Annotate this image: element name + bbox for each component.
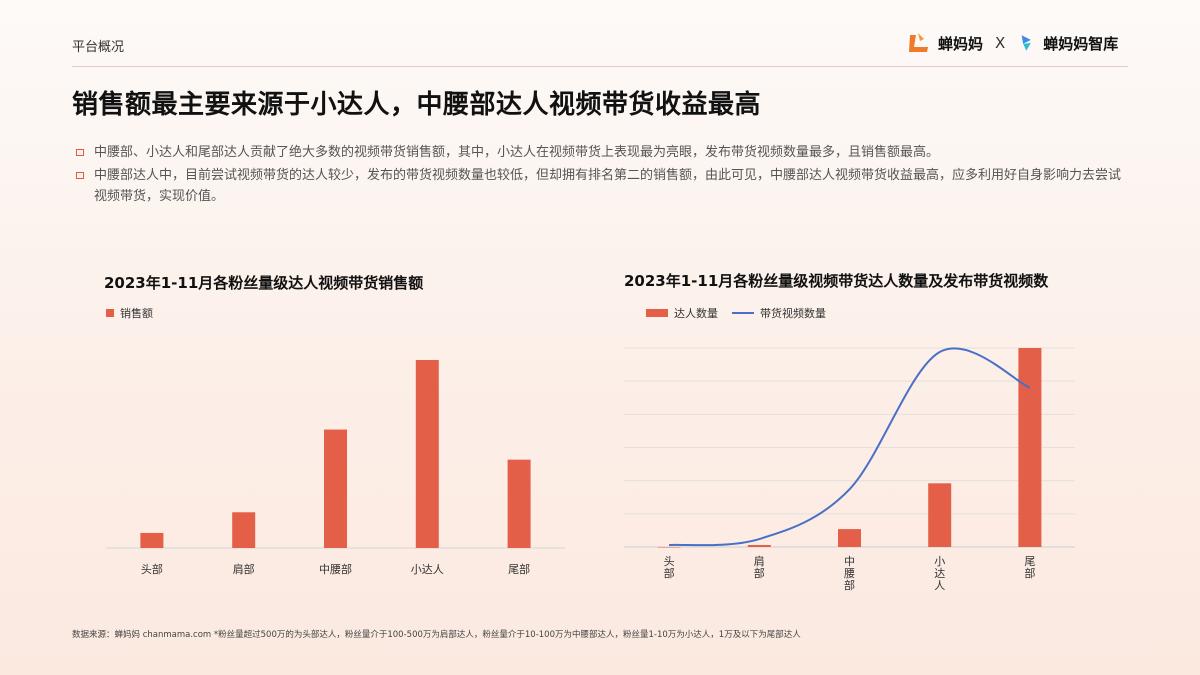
bullet-item: 中腰部达人中，目前尝试视频带货的达人较少，发布的带货视频数量也较低，但却拥有排名… [76,165,1126,207]
zhiku-logo-icon [1021,35,1032,51]
sales-bar [232,512,256,548]
chart1-legend: 销售额 [106,305,153,321]
x-tick-label: 中腰部 [844,555,855,592]
x-tick-label: 尾部 [508,562,530,576]
influencer-count-bar [747,545,771,547]
chanmama-logo-icon [909,33,928,52]
bullet-square-icon [76,172,84,179]
legend-label-influencers: 达人数量 [674,307,718,320]
x-tick-label: 肩部 [233,562,255,576]
sales-bar [140,532,164,548]
x-tick-label: 尾部 [1024,555,1035,580]
page-title: 销售额最主要来源于小达人，中腰部达人视频带货收益最高 [72,90,762,120]
x-tick-label: 中腰部 [319,562,352,576]
sales-bar-chart: 头部 肩部 中腰部 小达人 尾部 [106,360,565,576]
influencer-combo-chart: 头部 肩部 中腰部 小达人 尾部 [624,347,1075,592]
legend-label-videos: 带货视频数量 [760,307,826,320]
x-tick-label: 肩部 [754,554,765,580]
bullet-item: 中腰部、小达人和尾部达人贡献了绝大多数的视频带货销售额，其中，小达人在视频带货上… [76,142,1126,163]
bullet-square-icon [76,149,84,156]
legend-swatch-sales [106,309,114,317]
footer-source: 数据来源：蝉妈妈 chanmama.com *粉丝量超过500万的为头部达人，粉… [72,630,801,640]
section-label: 平台概况 [72,40,125,55]
header-divider [72,66,1128,67]
legend-swatch-influencers [646,309,668,317]
bullet-text: 中腰部、小达人和尾部达人贡献了绝大多数的视频带货销售额，其中，小达人在视频带货上… [94,145,940,160]
sales-bar [324,429,347,548]
bullet-text: 中腰部达人中，目前尝试视频带货的达人较少，发布的带货视频数量也较低，但却拥有排名… [94,168,1122,204]
legend-label-sales: 销售额 [120,307,153,320]
x-tick-label: 小达人 [411,563,444,576]
influencer-count-bar [928,483,952,547]
sales-bar [507,459,531,548]
logo-partner-text: 蝉妈妈智库 [1043,34,1119,53]
logo-brand-text: 蝉妈妈 [938,34,984,53]
chart1-title: 2023年1-11月各粉丝量级达人视频带货销售额 [104,274,424,292]
influencer-count-bar [657,547,681,548]
influencer-count-bar [838,529,861,547]
x-tick-label: 头部 [141,562,163,576]
x-tick-label: 头部 [664,555,675,580]
logo-separator: X [995,34,1006,52]
influencer-count-bar [1018,348,1042,547]
video-count-line [669,347,1031,547]
x-tick-label: 小达人 [934,555,945,592]
bullet-list: 中腰部、小达人和尾部达人贡献了绝大多数的视频带货销售额，其中，小达人在视频带货上… [76,142,1126,209]
chart2-legend: 达人数量 带货视频数量 [646,305,826,321]
logo-area: 蝉妈妈 X 蝉妈妈智库 [906,30,1118,56]
legend-swatch-videos [732,312,754,314]
sales-bar [415,360,439,548]
chart2-title: 2023年1-11月各粉丝量级视频带货达人数量及发布带货视频数 [624,272,1049,290]
